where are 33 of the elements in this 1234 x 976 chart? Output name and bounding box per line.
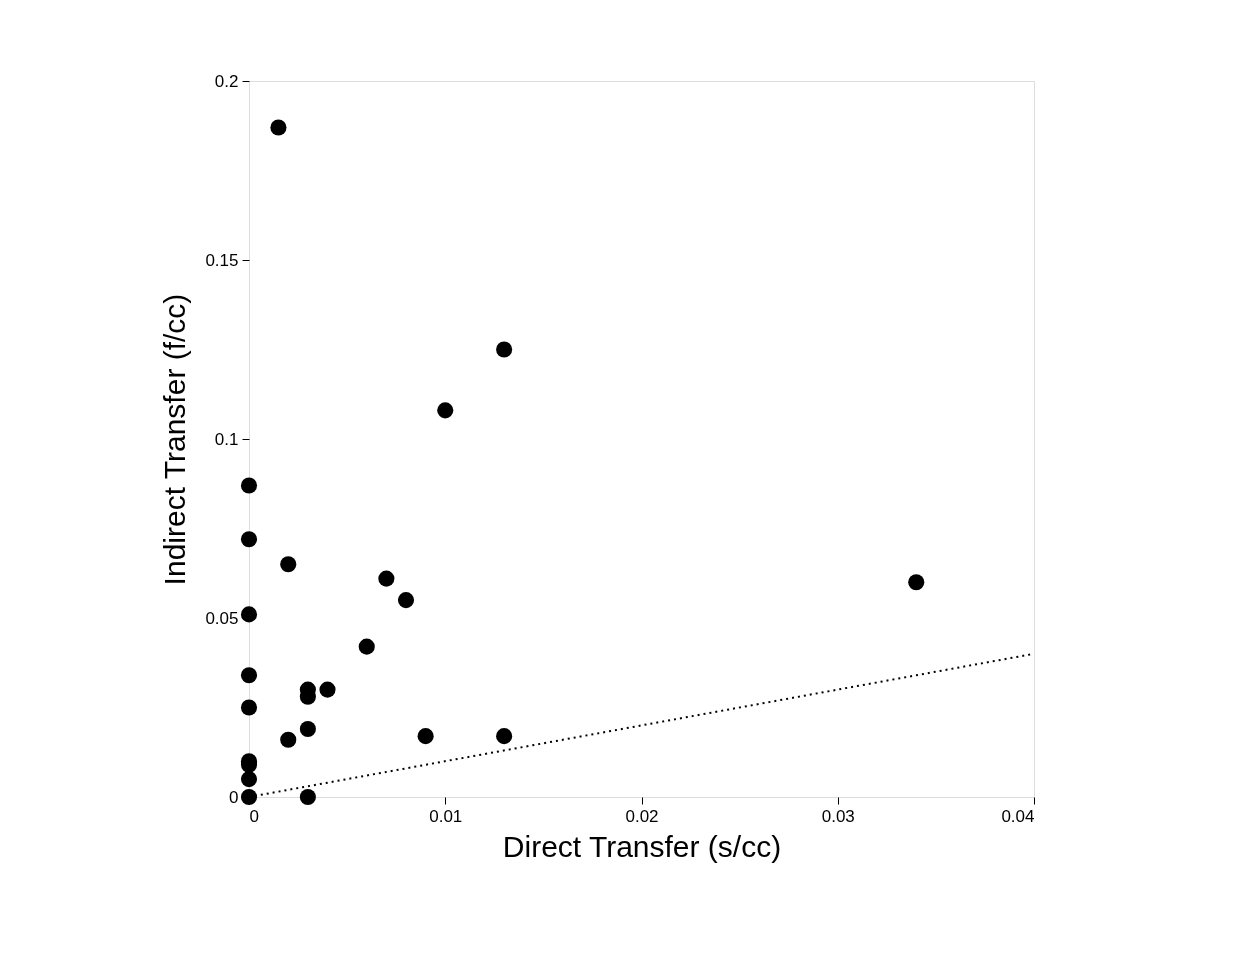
x-axis-title: Direct Transfer (s/cc) <box>502 829 782 863</box>
y-tick-label: 0 <box>229 787 239 807</box>
point <box>240 699 258 716</box>
point <box>270 119 287 136</box>
point <box>908 574 925 591</box>
y-tick-label: 0.2 <box>214 71 239 91</box>
y-tick-label: 0.05 <box>205 608 239 628</box>
x-tick-label: 0.01 <box>429 806 463 826</box>
x-tick-label: 0.02 <box>625 806 659 826</box>
point <box>299 720 316 738</box>
point <box>378 570 395 587</box>
x-tick-label: 0 <box>249 806 259 826</box>
y-axis-title: Indirect Transfer (f/cc) <box>158 293 192 586</box>
point <box>397 592 415 609</box>
point <box>299 788 316 806</box>
point <box>437 402 454 419</box>
point <box>240 606 258 623</box>
y-tick-label: 0.15 <box>205 250 239 270</box>
point <box>496 728 513 745</box>
point <box>417 728 434 745</box>
point <box>240 788 258 806</box>
point <box>319 681 336 698</box>
x-tick-label: 0.04 <box>1001 806 1035 826</box>
point <box>240 771 258 788</box>
point <box>280 731 297 748</box>
point <box>280 556 297 573</box>
y-tick-label: 0.1 <box>214 429 239 449</box>
x-tick-label: 0.03 <box>821 806 855 826</box>
point <box>496 341 513 358</box>
point <box>358 638 375 655</box>
point <box>240 531 258 548</box>
point <box>240 667 258 684</box>
point <box>240 477 258 494</box>
